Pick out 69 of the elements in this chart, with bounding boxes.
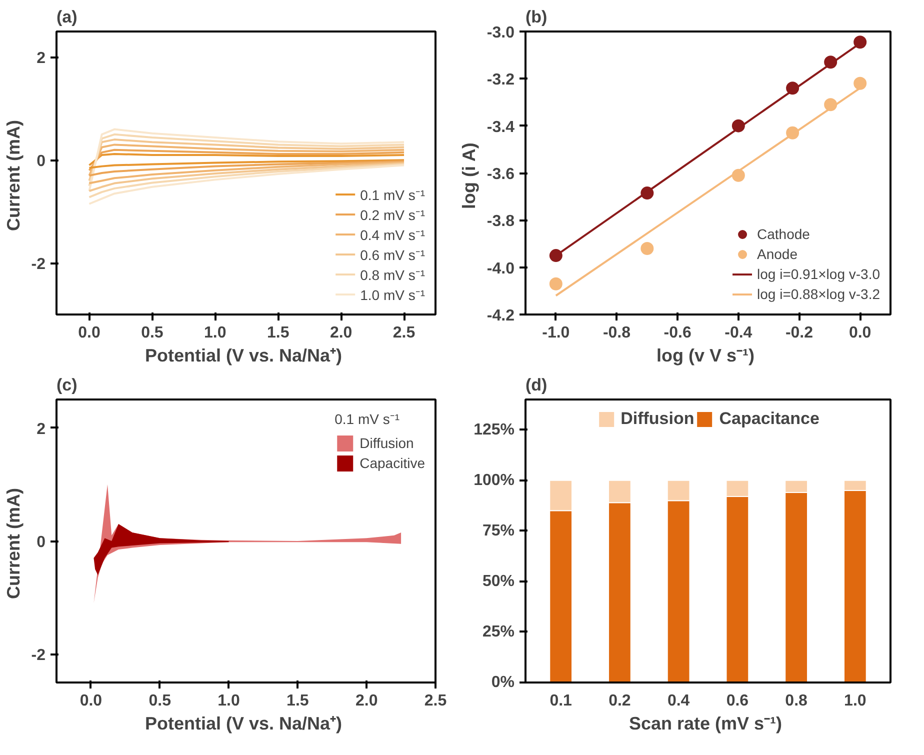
legend-title: 0.1 mV s⁻¹: [334, 410, 401, 428]
x-tick-label: 1.0: [204, 324, 226, 342]
x-tick-label: 0.0: [78, 324, 100, 342]
y-tick-label: -2: [31, 647, 46, 664]
x-tick-label: -0.8: [602, 324, 631, 342]
chart-title: (a): [56, 8, 78, 26]
x-tick-label: -0.2: [785, 324, 814, 342]
y-axis-title: log (i A): [458, 142, 479, 209]
x-tick-label: 1.0: [218, 692, 240, 710]
y-tick-label: -3.4: [486, 118, 515, 136]
y-tick-label: 25%: [482, 623, 515, 640]
legend-label: 0.1 mV s⁻¹: [360, 186, 425, 204]
x-tick-label: -1.0: [542, 324, 570, 342]
legend-label: Capacitive: [360, 455, 425, 471]
y-tick-label: 0: [36, 153, 46, 170]
y-tick-label: 50%: [482, 572, 515, 590]
x-tick-label: 1.5: [266, 324, 290, 342]
legend-label: 0.6 mV s⁻¹: [360, 246, 425, 264]
chart-title: (d): [526, 376, 548, 394]
x-tick-label: 0.5: [148, 692, 172, 710]
x-tick-label: 0.5: [141, 324, 164, 342]
x-axis-title: Potential (V vs. Na/Na⁺): [144, 346, 342, 366]
x-tick-label: 2.0: [330, 324, 352, 342]
x-tick-label: -0.6: [664, 324, 692, 342]
x-tick-label: 2.0: [355, 692, 378, 710]
x-tick-label: 0.0: [848, 324, 872, 342]
y-tick-label: -2: [31, 256, 46, 274]
y-tick-label: 125%: [474, 421, 514, 438]
x-tick-label: 0.2: [608, 692, 631, 710]
x-tick-label: 0.6: [726, 692, 749, 710]
x-axis-title: Potential (V vs. Na/Na⁺): [144, 714, 342, 734]
y-tick-label: -4.2: [486, 308, 515, 324]
legend-label: log i=0.88×log v-3.2: [757, 286, 880, 302]
x-tick-label: 0.8: [785, 692, 808, 710]
y-axis-title: Current (mA): [3, 488, 24, 599]
x-tick-label: 2.5: [392, 324, 416, 342]
y-tick-label: 100%: [474, 472, 514, 489]
y-tick-label: 0: [36, 534, 46, 551]
x-tick-label: 1.0: [844, 692, 866, 710]
y-tick-label: -3.2: [486, 72, 515, 89]
x-tick-label: 0.4: [667, 692, 690, 710]
y-tick-label: 0%: [491, 674, 514, 691]
legend-label: 1.0 mV s⁻¹: [360, 286, 425, 304]
legend-label: Diffusion: [360, 435, 414, 451]
y-tick-label: -3.8: [486, 213, 515, 230]
x-tick-label: 0.0: [80, 692, 102, 710]
legend-label: log i=0.91×log v-3.0: [757, 266, 880, 282]
legend-label: Diffusion: [620, 409, 694, 429]
x-tick-label: 0.1: [550, 692, 572, 710]
y-tick-label: -3.6: [486, 166, 515, 183]
x-axis-title: log (v V s⁻¹): [656, 346, 755, 366]
y-tick-label: -3.0: [486, 24, 515, 42]
x-axis-title: Scan rate (mV s⁻¹): [628, 714, 782, 734]
chart-title: (b): [526, 8, 548, 26]
y-tick-label: -4.0: [486, 260, 515, 278]
x-tick-label: 1.5: [286, 692, 309, 710]
legend-label: 0.2 mV s⁻¹: [360, 206, 425, 224]
legend-label: 0.4 mV s⁻¹: [360, 226, 425, 244]
y-tick-label: 2: [36, 50, 46, 68]
legend-label: Capacitance: [719, 409, 820, 429]
y-tick-label: 75%: [482, 522, 515, 540]
x-tick-label: -0.4: [724, 324, 752, 342]
y-tick-label: 2: [36, 420, 46, 438]
chart-title: (c): [56, 376, 78, 394]
legend-label: Anode: [757, 246, 798, 262]
x-tick-label: 2.5: [424, 692, 447, 710]
legend-label: 0.8 mV s⁻¹: [360, 266, 425, 284]
y-axis-title: Current (mA): [3, 120, 24, 231]
legend-label: Cathode: [757, 226, 810, 242]
